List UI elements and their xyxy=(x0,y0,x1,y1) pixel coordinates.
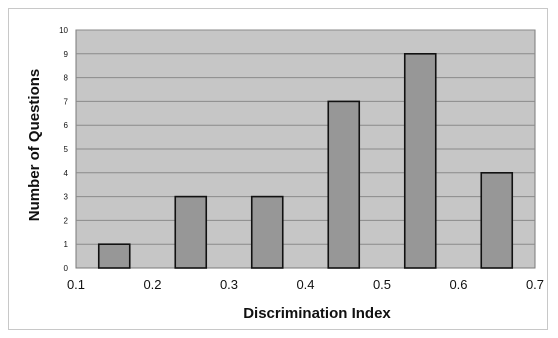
y-tick-label: 2 xyxy=(64,216,69,225)
y-tick-label: 8 xyxy=(64,74,69,83)
x-tick-label: 0.7 xyxy=(526,277,544,292)
y-tick-labels: 0 1 2 3 4 5 6 7 8 9 10 xyxy=(59,26,68,273)
bar xyxy=(174,195,208,269)
grid-lines xyxy=(76,29,535,245)
y-tick-label: 9 xyxy=(64,50,69,59)
x-tick-label: 0.1 xyxy=(67,277,85,292)
y-tick-label: 1 xyxy=(64,240,69,249)
y-tick-label: 5 xyxy=(64,145,69,154)
bar xyxy=(97,243,131,269)
y-tick-label: 7 xyxy=(64,97,69,106)
x-tick-label: 0.3 xyxy=(220,277,238,292)
bar xyxy=(403,52,437,269)
y-tick-label: 3 xyxy=(64,193,69,202)
x-tick-label: 0.2 xyxy=(143,277,161,292)
x-tick-labels: 0.1 0.2 0.3 0.4 0.5 0.6 0.7 xyxy=(67,277,544,292)
y-tick-label: 6 xyxy=(64,121,69,130)
x-tick-label: 0.5 xyxy=(373,277,391,292)
bar xyxy=(480,172,514,269)
x-tick-label: 0.4 xyxy=(296,277,314,292)
y-tick-label: 4 xyxy=(64,169,69,178)
y-tick-label: 0 xyxy=(64,264,69,273)
bar xyxy=(250,195,284,269)
bar xyxy=(327,100,361,269)
y-axis-title: Number of Questions xyxy=(26,69,43,222)
y-tick-label: 10 xyxy=(59,26,68,35)
bars xyxy=(97,52,514,269)
x-axis-title: Discrimination Index xyxy=(243,305,391,322)
x-tick-label: 0.6 xyxy=(449,277,467,292)
